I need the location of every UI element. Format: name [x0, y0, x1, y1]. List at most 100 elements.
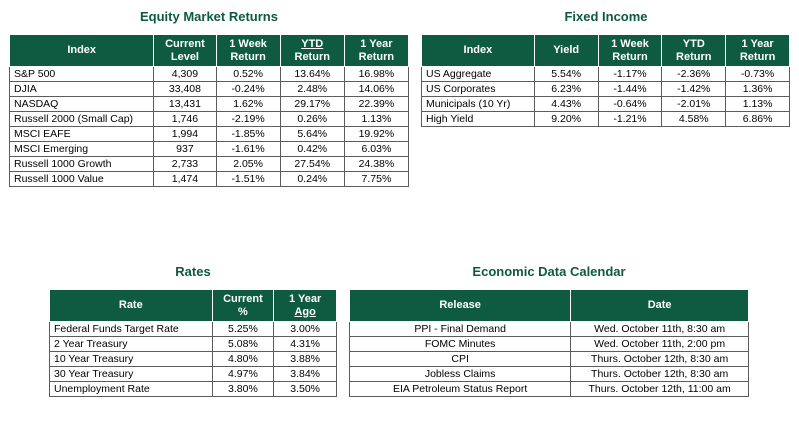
- table-row: DJIA 33,408 -0.24% 2.48% 14.06%: [8, 81, 410, 97]
- fixed-income-table: Index Yield 1 Week Return YTD Return 1 Yea…: [421, 34, 790, 127]
- rate-name: Unemployment Rate: [49, 381, 213, 397]
- rates-title: Rates: [175, 264, 211, 279]
- table-row: High Yield 9.20% -1.21% 4.58% 6.86%: [421, 111, 790, 127]
- index-name: Russell 1000 Value: [8, 171, 155, 187]
- week-return: 2.05%: [215, 156, 281, 172]
- rate-name: 10 Year Treasury: [49, 351, 213, 367]
- fixed-header-yield: Yield: [533, 34, 599, 67]
- rates-table: Rate Current% 1 Year Ago Federal Funds Ta…: [49, 289, 337, 397]
- ytd-return: 0.42%: [279, 141, 345, 157]
- index-name: US Aggregate: [421, 66, 535, 82]
- year-return: -0.73%: [725, 66, 790, 82]
- table-row: MSCI Emerging 937 -1.61% 0.42% 6.03%: [8, 141, 410, 157]
- ytd-return: 4.58%: [661, 111, 727, 127]
- calendar-table: Release Date PPI - Final Demand Wed. Octo…: [348, 289, 749, 397]
- table-row: Municipals (10 Yr) 4.43% -0.64% -2.01% 1.13%: [421, 96, 790, 112]
- index-name: DJIA: [8, 81, 155, 97]
- year-ago-rate: 3.00%: [273, 321, 337, 337]
- release-name: CPI: [348, 351, 572, 367]
- table-row: MSCI EAFE 1,994 -1.85% 5.64% 19.92%: [8, 126, 410, 142]
- rate-name: 2 Year Treasury: [49, 336, 213, 352]
- release-date: Wed. October 11th, 8:30 am: [570, 321, 749, 337]
- equity-header-year: 1 Year Return: [343, 34, 410, 67]
- table-row: 2 Year Treasury 5.08% 4.31%: [49, 336, 337, 352]
- release-date: Wed. October 11th, 2:00 pm: [570, 336, 749, 352]
- rates-header-year-ago: 1 Year Ago: [273, 289, 337, 322]
- ytd-return: -1.42%: [661, 81, 727, 97]
- year-ago-rate: 3.50%: [273, 381, 337, 397]
- year-return: 22.39%: [343, 96, 410, 112]
- current-level: 33,408: [153, 81, 217, 97]
- release-name: PPI - Final Demand: [348, 321, 572, 337]
- equity-header-week: 1 Week Return: [215, 34, 281, 67]
- equity-table: Index Current Level 1 Week Return YTD Retur…: [8, 34, 410, 187]
- current-level: 13,431: [153, 96, 217, 112]
- week-return: -1.44%: [597, 81, 663, 97]
- fixed-header-index: Index: [421, 34, 535, 67]
- current-rate: 4.97%: [211, 366, 275, 382]
- ytd-return: 0.24%: [279, 171, 345, 187]
- ytd-return: 29.17%: [279, 96, 345, 112]
- year-ago-rate: 4.31%: [273, 336, 337, 352]
- week-return: -2.19%: [215, 111, 281, 127]
- index-name: Municipals (10 Yr): [421, 96, 535, 112]
- equity-header-level: Current Level: [153, 34, 217, 67]
- table-row: NASDAQ 13,431 1.62% 29.17% 22.39%: [8, 96, 410, 112]
- week-return: -1.51%: [215, 171, 281, 187]
- table-row: Unemployment Rate 3.80% 3.50%: [49, 381, 337, 397]
- year-return: 24.38%: [343, 156, 410, 172]
- equity-header-ytd: YTD Return: [279, 34, 345, 67]
- calendar-header-release: Release: [348, 289, 572, 322]
- index-name: NASDAQ: [8, 96, 155, 112]
- yield: 6.23%: [533, 81, 599, 97]
- week-return: 1.62%: [215, 96, 281, 112]
- rates-header-rate: Rate: [49, 289, 213, 322]
- yield: 9.20%: [533, 111, 599, 127]
- ytd-return: -2.36%: [661, 66, 727, 82]
- ytd-return: -2.01%: [661, 96, 727, 112]
- ytd-return: 13.64%: [279, 66, 345, 82]
- table-row: 10 Year Treasury 4.80% 3.88%: [49, 351, 337, 367]
- index-name: MSCI EAFE: [8, 126, 155, 142]
- table-row: PPI - Final Demand Wed. October 11th, 8:3…: [348, 321, 749, 337]
- calendar-header-date: Date: [570, 289, 749, 322]
- index-name: MSCI Emerging: [8, 141, 155, 157]
- current-level: 1,994: [153, 126, 217, 142]
- ytd-return: 2.48%: [279, 81, 345, 97]
- index-name: Russell 2000 (Small Cap): [8, 111, 155, 127]
- current-level: 4,309: [153, 66, 217, 82]
- table-row: Russell 2000 (Small Cap) 1,746 -2.19% 0.26%…: [8, 111, 410, 127]
- index-name: High Yield: [421, 111, 535, 127]
- year-return: 6.86%: [725, 111, 790, 127]
- rate-name: Federal Funds Target Rate: [49, 321, 213, 337]
- fixed-header-ytd: YTD Return: [661, 34, 727, 67]
- table-row: S&P 500 4,309 0.52% 13.64% 16.98%: [8, 66, 410, 82]
- fixed-header-week: 1 Week Return: [597, 34, 663, 67]
- yield: 4.43%: [533, 96, 599, 112]
- week-return: 0.52%: [215, 66, 281, 82]
- week-return: -1.61%: [215, 141, 281, 157]
- index-name: S&P 500: [8, 66, 155, 82]
- rate-name: 30 Year Treasury: [49, 366, 213, 382]
- current-rate: 3.80%: [211, 381, 275, 397]
- year-return: 1.13%: [725, 96, 790, 112]
- year-return: 1.36%: [725, 81, 790, 97]
- release-name: Jobless Claims: [348, 366, 572, 382]
- release-date: Thurs. October 12th, 11:00 am: [570, 381, 749, 397]
- table-row: Russell 1000 Growth 2,733 2.05% 27.54% 24.38…: [8, 156, 410, 172]
- release-date: Thurs. October 12th, 8:30 am: [570, 366, 749, 382]
- table-row: CPI Thurs. October 12th, 8:30 am: [348, 351, 749, 367]
- year-return: 6.03%: [343, 141, 410, 157]
- current-rate: 5.08%: [211, 336, 275, 352]
- week-return: -1.21%: [597, 111, 663, 127]
- table-row: FOMC Minutes Wed. October 11th, 2:00 pm: [348, 336, 749, 352]
- table-row: Jobless Claims Thurs. October 12th, 8:30 …: [348, 366, 749, 382]
- week-return: -0.24%: [215, 81, 281, 97]
- index-name: US Corporates: [421, 81, 535, 97]
- ytd-return: 0.26%: [279, 111, 345, 127]
- fixed-income-title: Fixed Income: [564, 9, 648, 24]
- year-return: 7.75%: [343, 171, 410, 187]
- current-level: 1,474: [153, 171, 217, 187]
- year-return: 14.06%: [343, 81, 410, 97]
- current-level: 2,733: [153, 156, 217, 172]
